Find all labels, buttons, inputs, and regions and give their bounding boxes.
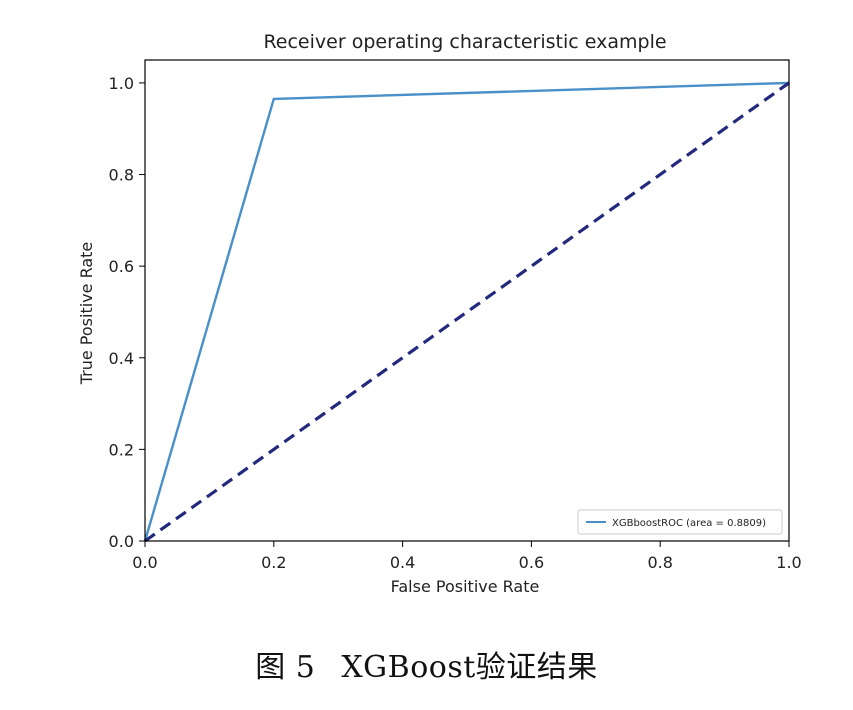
x-tick-label: 0.0 [132,553,157,572]
x-tick-label: 1.0 [776,553,801,572]
legend-label: XGBboostROC (area = 0.8809) [612,518,766,529]
caption-text: XGBoost验证结果 [341,650,598,685]
y-tick-label: 0.8 [109,166,134,185]
chart-title: Receiver operating characteristic exampl… [263,31,666,53]
y-tick-label: 0.4 [109,349,134,368]
legend-box [577,509,783,535]
y-tick-label: 1.0 [109,74,134,93]
x-tick-label: 0.4 [390,553,415,572]
x-axis-label: False Positive Rate [391,577,540,596]
x-tick-label: 0.6 [519,553,544,572]
diagonal-reference-line [144,81,790,543]
roc-chart: Receiver operating characteristic exampl… [77,31,802,596]
plot-area [143,81,790,543]
x-tick-label: 0.2 [261,553,286,572]
axes-frame [144,59,790,542]
y-tick-label: 0.0 [109,532,134,551]
legend: XGBboostROC (area = 0.8809) [577,509,783,535]
x-tick-label: 0.8 [647,553,672,572]
roc-curve-line [143,81,790,542]
y-axis-label: True Positive Rate [77,242,96,386]
figure-caption: 图 5 XGBoost验证结果 [0,642,853,686]
y-tick-label: 0.2 [109,440,134,459]
axes: 0.0 0.2 0.4 0.6 0.8 1.0 0.0 0.2 0.4 0.6 0.8 1.0 [109,59,802,572]
caption-label: 图 5 [255,650,316,685]
y-tick-label: 0.6 [109,257,134,276]
